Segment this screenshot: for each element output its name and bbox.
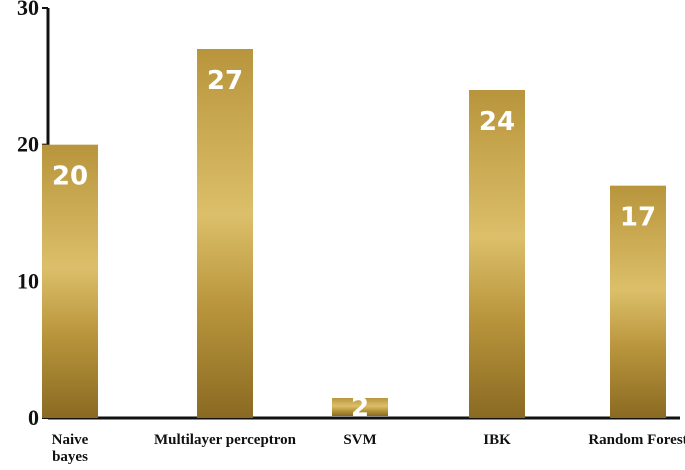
x-tick-label: IBK <box>483 432 511 448</box>
y-tick-label: 10 <box>17 268 39 293</box>
bar <box>332 398 388 416</box>
y-tick-label: 0 <box>28 405 39 430</box>
bar <box>469 90 525 418</box>
x-tick-label: Naive bayes <box>52 432 89 465</box>
x-tick-label: SVM <box>343 432 376 448</box>
bar <box>610 185 666 418</box>
data-label: 17 <box>620 203 656 233</box>
y-axis-ticks: 0 10 20 30 <box>17 0 48 430</box>
bar <box>42 144 98 418</box>
data-label: 24 <box>479 107 515 137</box>
x-tick-label: Random Forest <box>588 432 685 448</box>
bar <box>197 49 253 418</box>
data-label: 27 <box>207 66 243 96</box>
y-tick-label: 30 <box>17 0 39 20</box>
x-tick-label: Multilayer perceptron <box>154 432 297 448</box>
data-label: 20 <box>52 162 88 192</box>
y-tick-label: 20 <box>17 132 39 157</box>
bars: 20 27 2 24 17 <box>42 49 666 423</box>
data-label: 2 <box>351 393 369 423</box>
x-axis-labels: Naive bayes Multilayer perceptron SVM IBK Ran… <box>52 432 685 465</box>
axes <box>46 8 680 420</box>
